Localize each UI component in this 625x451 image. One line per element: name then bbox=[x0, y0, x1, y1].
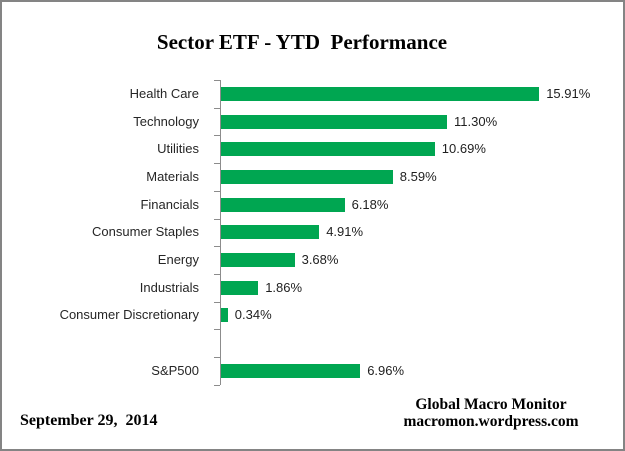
category-label: Industrials bbox=[139, 279, 199, 295]
value-label: 1.86% bbox=[265, 279, 303, 295]
category-label: Energy bbox=[157, 252, 199, 268]
bar bbox=[221, 308, 228, 323]
value-label: 0.34% bbox=[234, 307, 272, 323]
axis-tick bbox=[214, 163, 220, 165]
category-label: Financials bbox=[140, 196, 199, 212]
axis-tick bbox=[214, 384, 220, 386]
category-label: Consumer Discretionary bbox=[59, 307, 199, 323]
source-name: Global Macro Monitor bbox=[415, 396, 567, 413]
value-label: 6.96% bbox=[367, 362, 405, 378]
bar bbox=[221, 225, 320, 240]
axis-tick bbox=[214, 190, 220, 192]
value-label: 15.91% bbox=[546, 85, 591, 101]
axis-tick bbox=[214, 107, 220, 109]
bar bbox=[221, 142, 435, 157]
bar bbox=[221, 253, 295, 268]
axis-tick bbox=[214, 80, 220, 81]
axis-tick bbox=[214, 329, 220, 331]
category-label bbox=[8, 335, 199, 351]
bar bbox=[221, 197, 345, 212]
category-label: Utilities bbox=[157, 141, 199, 157]
source-url: macromon.wordpress.com bbox=[403, 413, 579, 430]
axis-tick bbox=[214, 273, 220, 275]
value-label: 3.68% bbox=[301, 252, 339, 268]
chart-title: Sector ETF - YTD Performance bbox=[156, 30, 448, 54]
value-label: 4.91% bbox=[326, 224, 364, 240]
axis-tick bbox=[214, 301, 220, 303]
category-label: Health Care bbox=[129, 85, 199, 101]
axis-tick bbox=[214, 135, 220, 137]
bar bbox=[221, 280, 259, 295]
value-label: 11.30% bbox=[454, 113, 498, 129]
category-label: Technology bbox=[133, 113, 199, 129]
bar bbox=[221, 169, 393, 184]
category-label: Consumer Staples bbox=[92, 224, 199, 240]
value-label: 8.59% bbox=[399, 168, 437, 184]
value-label: 6.18% bbox=[351, 196, 389, 212]
axis-tick bbox=[214, 246, 220, 248]
source-attribution: Global Macro Monitor macromon.wordpress.… bbox=[390, 396, 592, 430]
category-label: S&P500 bbox=[151, 362, 199, 378]
value-label: 10.69% bbox=[441, 141, 486, 157]
chart-date: September 29, 2014 bbox=[20, 412, 158, 429]
category-label: Materials bbox=[146, 168, 199, 184]
axis-tick bbox=[214, 357, 220, 358]
bar bbox=[221, 86, 540, 101]
bar bbox=[221, 363, 361, 378]
bar bbox=[221, 114, 447, 129]
axis-tick bbox=[214, 218, 220, 220]
y-axis-line bbox=[220, 80, 221, 385]
